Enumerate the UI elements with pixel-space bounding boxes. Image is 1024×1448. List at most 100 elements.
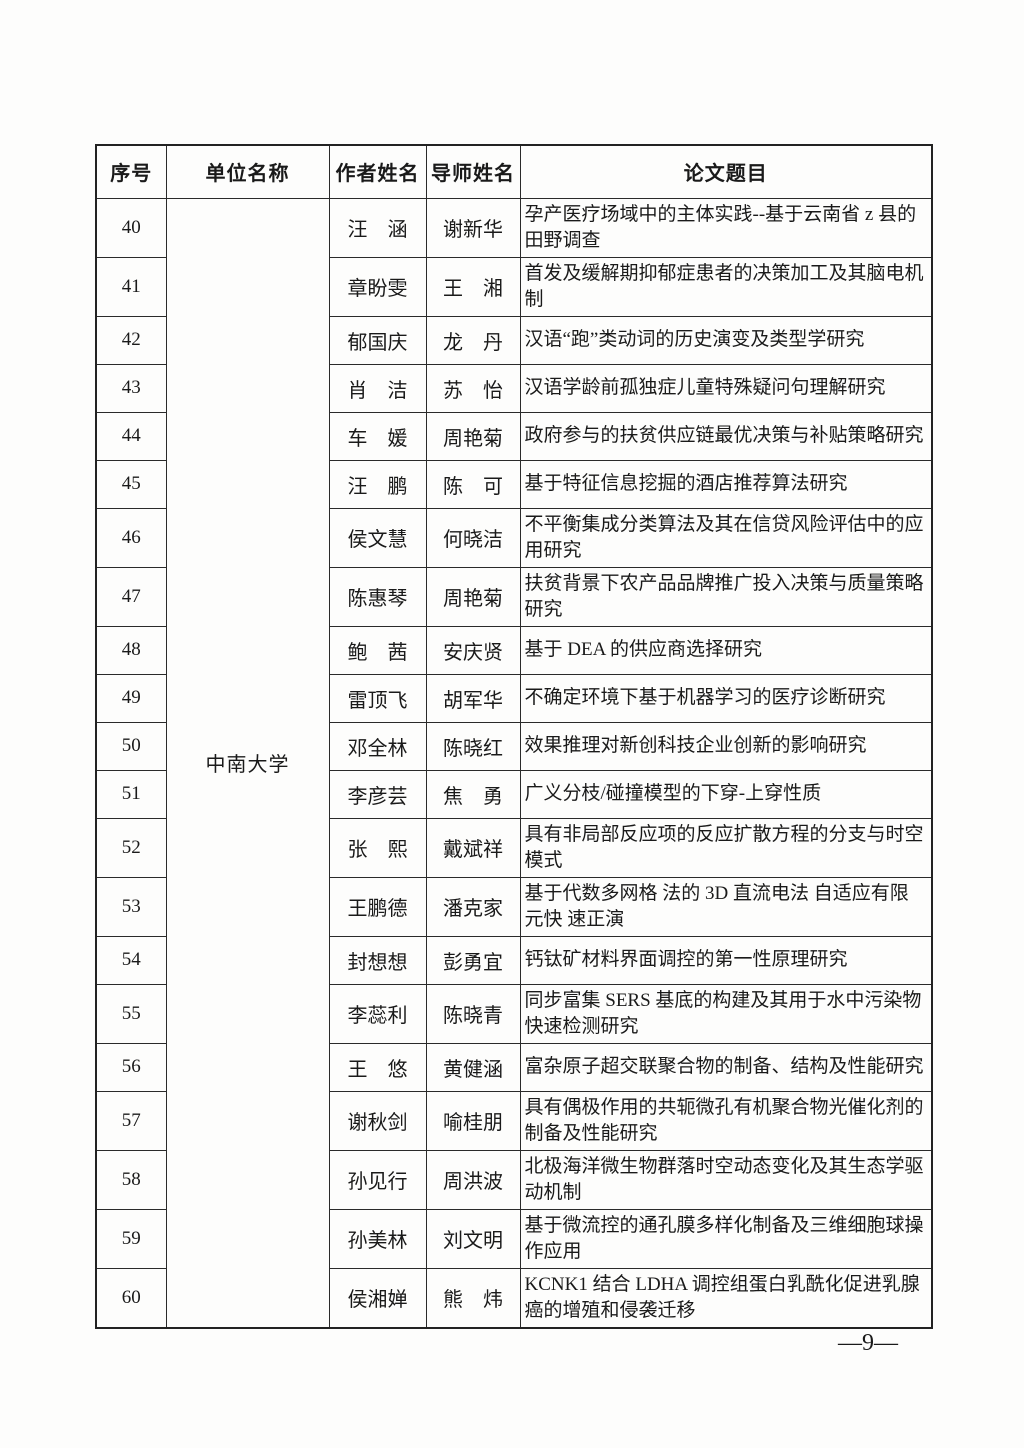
table-row: 59 孙美林 刘文明 基于微流控的通孔膜多样化制备及三维细胞球操作应用	[95, 1208, 933, 1269]
header-paper-title: 论文题目	[519, 144, 933, 199]
cell-serial-number: 53	[95, 876, 167, 937]
cell-paper-title: 基于代数多网格 法的 3D 直流电法 自适应有限元快 速正演	[519, 876, 933, 937]
cell-author-name: 王 悠	[328, 1042, 427, 1092]
cell-paper-title: 具有非局部反应项的反应扩散方程的分支与时空模式	[519, 817, 933, 878]
table-row: 45 汪 鹏陈 可基于特征信息挖掘的酒店推荐算法研究	[95, 459, 933, 509]
cell-paper-title: 北极海洋微生物群落时空动态变化及其生态学驱动机制	[519, 1149, 933, 1210]
cell-paper-title: 钙钛矿材料界面调控的第一性原理研究	[519, 935, 933, 985]
cell-serial-number: 52	[95, 817, 167, 878]
cell-advisor-name: 陈晓青	[425, 983, 521, 1044]
cell-author-name: 侯文慧	[328, 507, 427, 568]
cell-paper-title: 富杂原子超交联聚合物的制备、结构及性能研究	[519, 1042, 933, 1092]
cell-serial-number: 40	[95, 197, 167, 258]
cell-paper-title: 基于 DEA 的供应商选择研究	[519, 625, 933, 675]
cell-paper-title: 具有偶极作用的共轭微孔有机聚合物光催化剂的制备及性能研究	[519, 1090, 933, 1151]
cell-author-name: 雷顶飞	[328, 673, 427, 723]
cell-author-name: 肖 洁	[328, 363, 427, 413]
cell-advisor-name: 周艳菊	[425, 566, 521, 627]
cell-author-name: 张 熙	[328, 817, 427, 878]
cell-serial-number: 46	[95, 507, 167, 568]
header-serial-number: 序号	[95, 144, 167, 199]
table-row: 43 肖 洁苏 怡汉语学龄前孤独症儿童特殊疑问句理解研究	[95, 363, 933, 413]
cell-serial-number: 56	[95, 1042, 167, 1092]
table-row: 57 谢秋剑 喻桂朋 具有偶极作用的共轭微孔有机聚合物光催化剂的制备及性能研究	[95, 1090, 933, 1151]
cell-paper-title: 扶贫背景下农产品品牌推广投入决策与质量策略研究	[519, 566, 933, 627]
cell-serial-number: 47	[95, 566, 167, 627]
cell-paper-title: 基于特征信息挖掘的酒店推荐算法研究	[519, 459, 933, 509]
cell-advisor-name: 喻桂朋	[425, 1090, 521, 1151]
cell-author-name: 侯湘婵	[328, 1267, 427, 1328]
table-row: 60 侯湘婵熊 炜 KCNK1 结合 LDHA 调控组蛋白乳酰化促进乳腺癌的增殖和侵…	[95, 1267, 933, 1328]
cell-serial-number: 59	[95, 1208, 167, 1269]
cell-author-name: 孙见行	[328, 1149, 427, 1210]
cell-author-name: 陈惠琴	[328, 566, 427, 627]
cell-unit-name: 中南大学	[165, 197, 330, 1328]
cell-serial-number: 55	[95, 983, 167, 1044]
cell-author-name: 邓全林	[328, 721, 427, 771]
table-body: 40 中南大学汪 涵谢新华 孕产医疗场域中的主体实践--基于云南省 z 县的田野调查…	[95, 197, 933, 1328]
header-unit-name: 单位名称	[165, 144, 330, 199]
cell-author-name: 汪 鹏	[328, 459, 427, 509]
cell-author-name: 李蕊利	[328, 983, 427, 1044]
cell-serial-number: 49	[95, 673, 167, 723]
cell-advisor-name: 何晓洁	[425, 507, 521, 568]
page-number: —9—	[838, 1330, 898, 1356]
header-author-name: 作者姓名	[328, 144, 427, 199]
cell-advisor-name: 陈 可	[425, 459, 521, 509]
table-row: 58 孙见行 周洪波 北极海洋微生物群落时空动态变化及其生态学驱动机制	[95, 1149, 933, 1210]
cell-advisor-name: 王 湘	[425, 256, 521, 317]
thesis-table: 序号 单位名称 作者姓名 导师姓名 论文题目 40 中南大学汪 涵谢新华 孕产医疗场…	[95, 144, 933, 1329]
cell-serial-number: 58	[95, 1149, 167, 1210]
cell-author-name: 鲍 茜	[328, 625, 427, 675]
cell-paper-title: 同步富集 SERS 基底的构建及其用于水中污染物快速检测研究	[519, 983, 933, 1044]
cell-author-name: 谢秋剑	[328, 1090, 427, 1151]
cell-author-name: 李彦芸	[328, 769, 427, 819]
cell-serial-number: 41	[95, 256, 167, 317]
table-row: 49 雷顶飞 胡军华 不确定环境下基于机器学习的医疗诊断研究	[95, 673, 933, 723]
table-row: 46 侯文慧 何晓洁 不平衡集成分类算法及其在信贷风险评估中的应用研究	[95, 507, 933, 568]
cell-author-name: 封想想	[328, 935, 427, 985]
header-advisor-name: 导师姓名	[425, 144, 521, 199]
cell-advisor-name: 周艳菊	[425, 411, 521, 461]
table-header-row: 序号 单位名称 作者姓名 导师姓名 论文题目	[95, 144, 933, 199]
cell-paper-title: KCNK1 结合 LDHA 调控组蛋白乳酰化促进乳腺癌的增殖和侵袭迁移	[519, 1267, 933, 1328]
table-row: 48 鲍 茜安庆贤 基于 DEA 的供应商选择研究	[95, 625, 933, 675]
table-row: 40 中南大学汪 涵谢新华 孕产医疗场域中的主体实践--基于云南省 z 县的田野调查	[95, 197, 933, 1328]
table-row: 42 郁国庆龙 丹汉语“跑”类动词的历史演变及类型学研究	[95, 315, 933, 365]
table-row: 55 李蕊利 陈晓青 同步富集 SERS 基底的构建及其用于水中污染物快速检测研究	[95, 983, 933, 1044]
cell-paper-title: 汉语学龄前孤独症儿童特殊疑问句理解研究	[519, 363, 933, 413]
cell-advisor-name: 潘克家	[425, 876, 521, 937]
cell-author-name: 王鹏德	[328, 876, 427, 937]
cell-author-name: 车 媛	[328, 411, 427, 461]
cell-serial-number: 54	[95, 935, 167, 985]
cell-advisor-name: 谢新华	[425, 197, 521, 258]
cell-advisor-name: 苏 怡	[425, 363, 521, 413]
cell-advisor-name: 彭勇宜	[425, 935, 521, 985]
cell-advisor-name: 焦 勇	[425, 769, 521, 819]
cell-paper-title: 首发及缓解期抑郁症患者的决策加工及其脑电机制	[519, 256, 933, 317]
cell-serial-number: 48	[95, 625, 167, 675]
cell-advisor-name: 黄健涵	[425, 1042, 521, 1092]
table-row: 56 王 悠黄健涵 富杂原子超交联聚合物的制备、结构及性能研究	[95, 1042, 933, 1092]
cell-author-name: 章盼雯	[328, 256, 427, 317]
cell-serial-number: 44	[95, 411, 167, 461]
cell-advisor-name: 陈晓红	[425, 721, 521, 771]
table-row: 53 王鹏德 潘克家 基于代数多网格 法的 3D 直流电法 自适应有限元快 速正演	[95, 876, 933, 937]
cell-author-name: 汪 涵	[328, 197, 427, 258]
cell-paper-title: 不平衡集成分类算法及其在信贷风险评估中的应用研究	[519, 507, 933, 568]
cell-serial-number: 50	[95, 721, 167, 771]
cell-advisor-name: 安庆贤	[425, 625, 521, 675]
cell-advisor-name: 熊 炜	[425, 1267, 521, 1328]
table-row: 41 章盼雯王 湘首发及缓解期抑郁症患者的决策加工及其脑电机制	[95, 256, 933, 317]
cell-serial-number: 45	[95, 459, 167, 509]
cell-serial-number: 42	[95, 315, 167, 365]
cell-advisor-name: 戴斌祥	[425, 817, 521, 878]
cell-serial-number: 43	[95, 363, 167, 413]
cell-advisor-name: 胡军华	[425, 673, 521, 723]
cell-advisor-name: 周洪波	[425, 1149, 521, 1210]
cell-advisor-name: 刘文明	[425, 1208, 521, 1269]
thesis-table-container: 序号 单位名称 作者姓名 导师姓名 论文题目 40 中南大学汪 涵谢新华 孕产医疗场…	[95, 144, 933, 1329]
cell-paper-title: 孕产医疗场域中的主体实践--基于云南省 z 县的田野调查	[519, 197, 933, 258]
cell-author-name: 孙美林	[328, 1208, 427, 1269]
cell-author-name: 郁国庆	[328, 315, 427, 365]
